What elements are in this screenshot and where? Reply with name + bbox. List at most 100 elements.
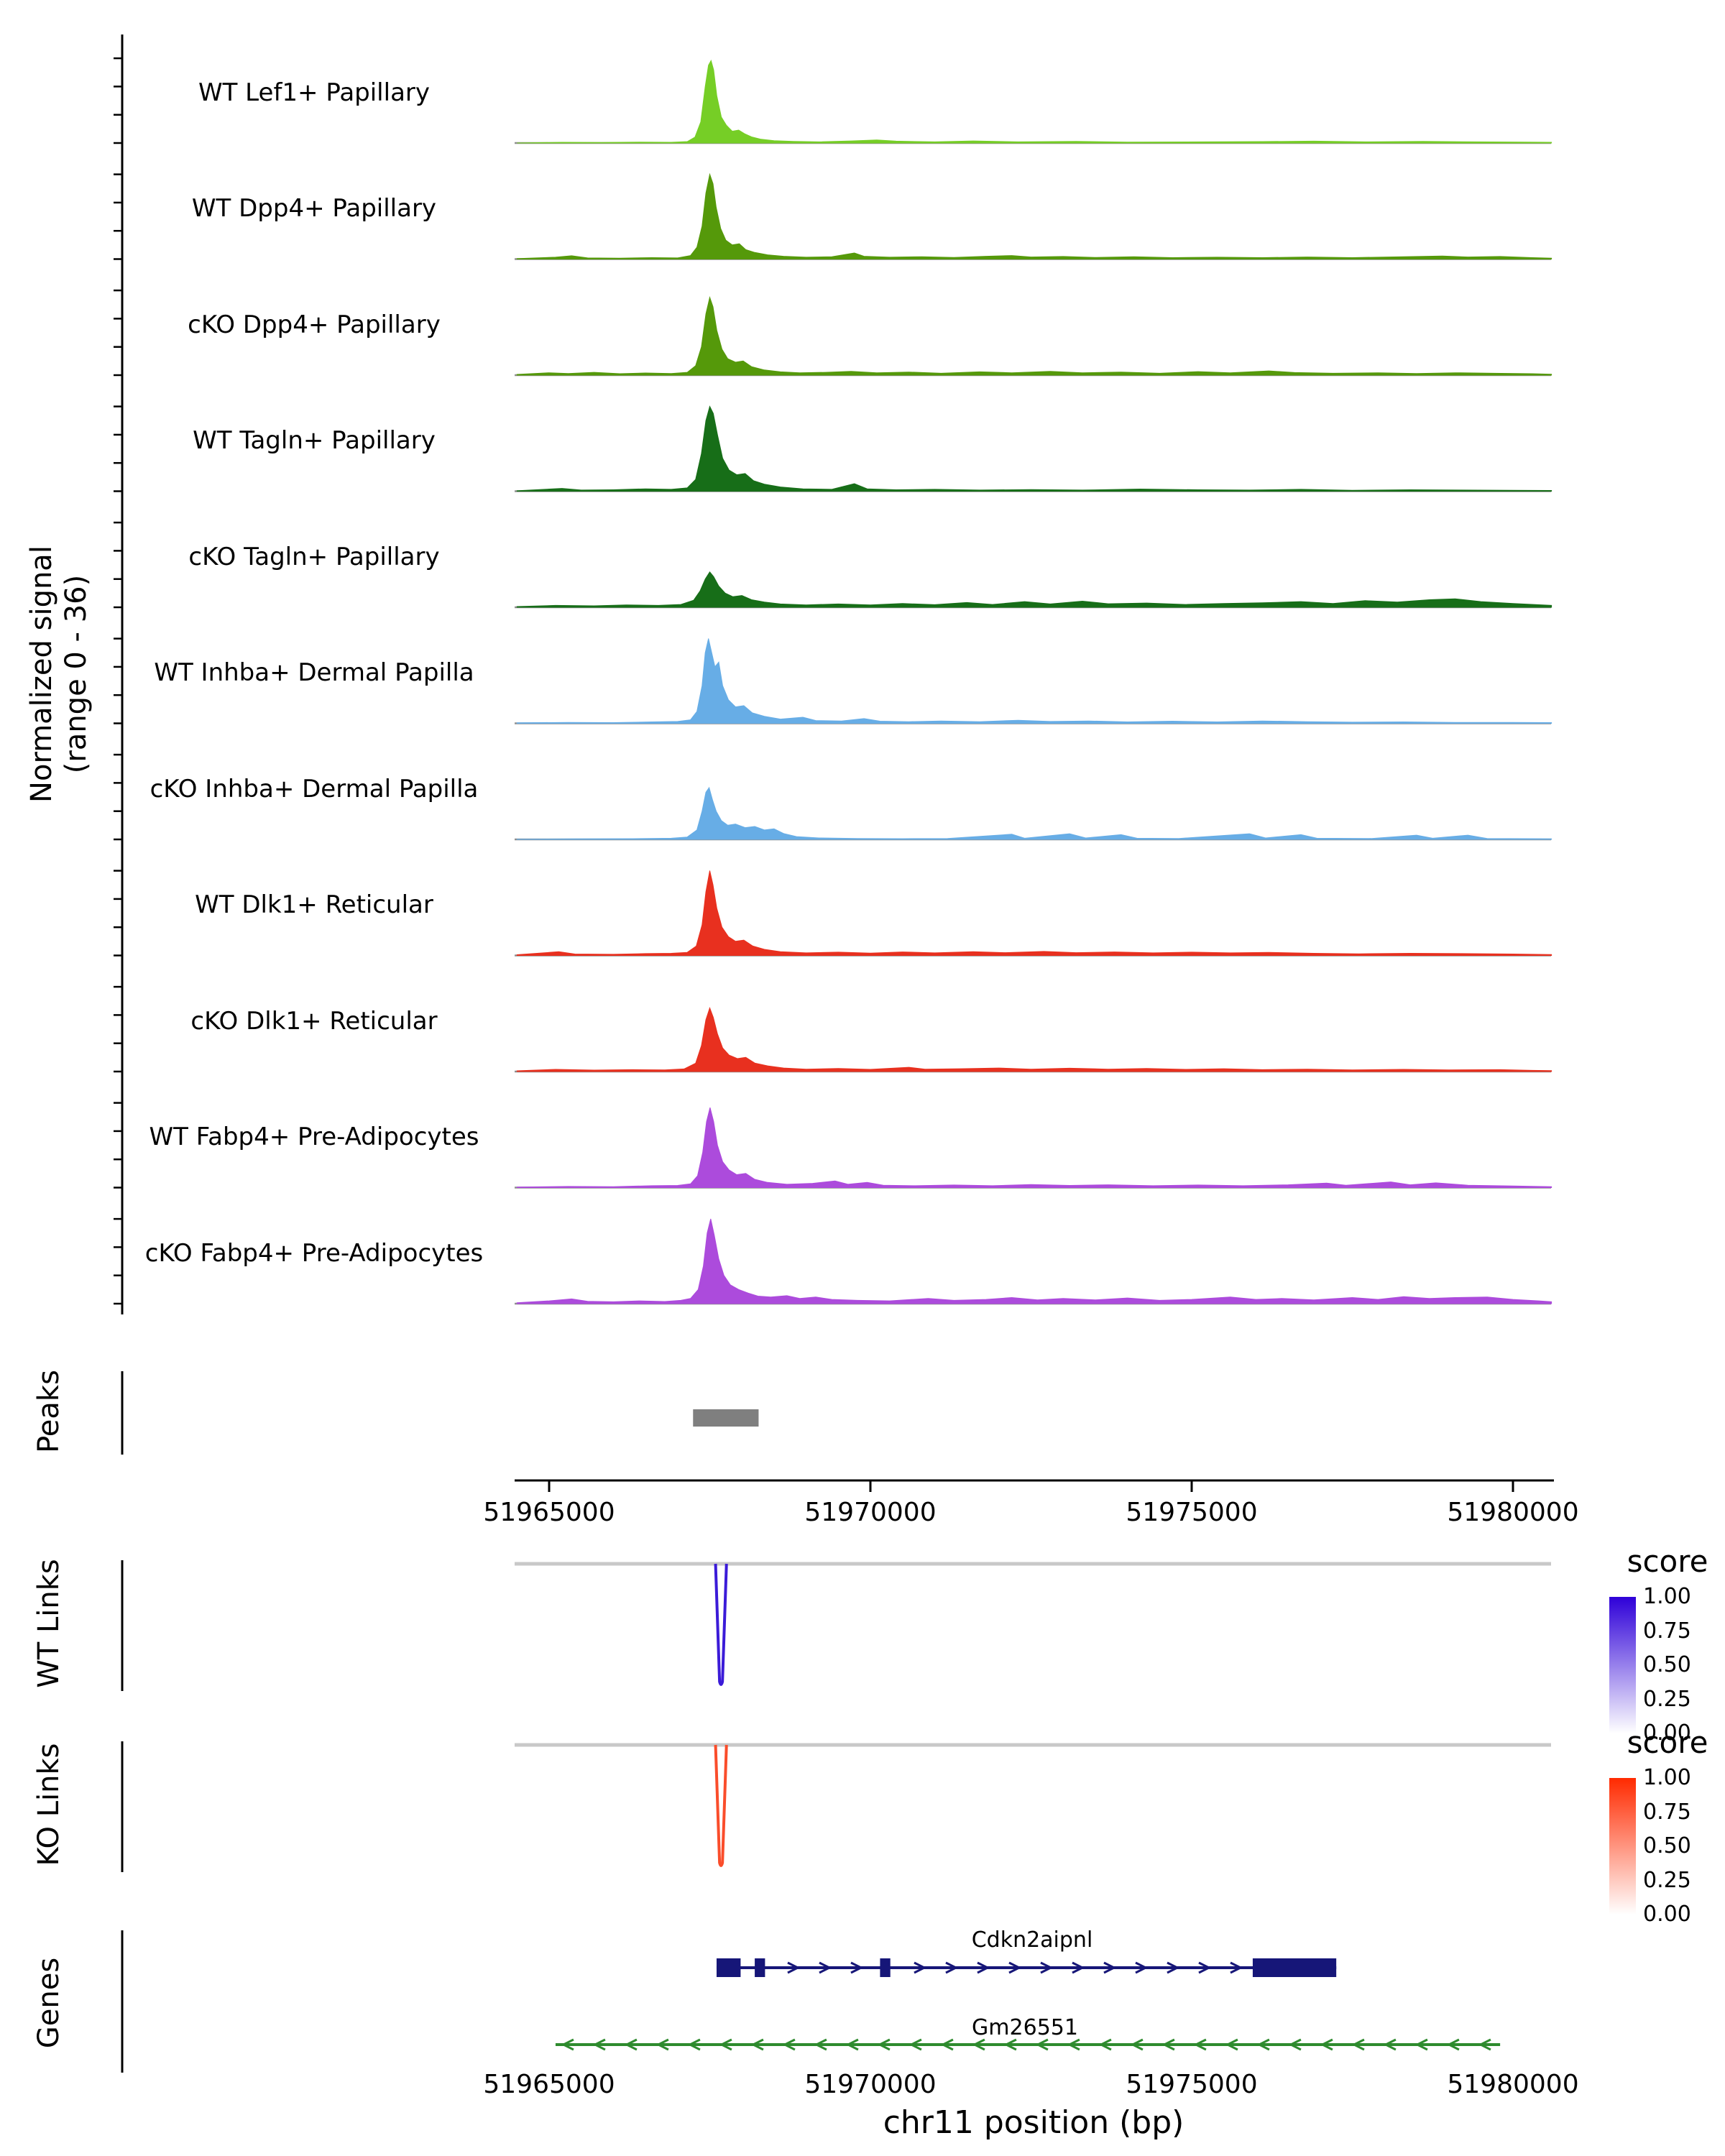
strand-arrow (1225, 2038, 1238, 2051)
wt-legend-tick: 0.75 (1643, 1618, 1691, 1644)
track-label-wt-fabp4: WT Fabp4+ Pre-Adipocytes (149, 1123, 479, 1151)
signal-area (516, 638, 1552, 724)
track-label-wt-tagln: WT Tagln+ Papillary (193, 426, 436, 455)
track-label-cko-fabp4: cKO Fabp4+ Pre-Adipocytes (144, 1239, 484, 1268)
strand-arrow (972, 2038, 985, 2051)
ko-legend-tick: 0.00 (1643, 1902, 1691, 1927)
ko-links-legend-title: score (1627, 1725, 1708, 1760)
strand-arrow (1162, 2038, 1175, 2051)
track-label-wt-inhba: WT Inhba+ Dermal Papilla (154, 658, 474, 687)
wt-links-legend-ticks: 1.00 0.75 0.50 0.25 0.00 (1643, 1585, 1691, 1746)
peak-bar (693, 1409, 759, 1427)
strand-arrow (908, 2038, 922, 2051)
wt-links-section-label: WT Links (32, 1559, 65, 1688)
strand-arrow (1414, 2038, 1428, 2051)
bottom-axis-tick-label: 51975000 (1126, 2070, 1257, 2099)
signal-area (516, 1006, 1552, 1072)
strand-arrow (1103, 1961, 1117, 1974)
genome-axis-tick-label: 51975000 (1126, 1498, 1257, 1527)
strand-arrow (1256, 2038, 1270, 2051)
gene-label-gm26551: Gm26551 (972, 2015, 1078, 2040)
strand-arrow (1320, 2038, 1333, 2051)
signal-area (516, 1107, 1552, 1188)
track-label-wt-dlk1: WT Dlk1+ Reticular (195, 890, 433, 919)
signal-area (516, 571, 1552, 608)
bottom-axis-tick-label: 51970000 (804, 2070, 936, 2099)
signal-area (516, 1218, 1552, 1304)
ko-links-legend-gradient (1609, 1778, 1636, 1915)
strand-arrow (1288, 2038, 1302, 2051)
strand-arrow (1167, 1961, 1180, 1974)
strand-arrow (850, 1961, 864, 1974)
wt-legend-tick: 0.50 (1643, 1652, 1691, 1677)
strand-arrow (1351, 2038, 1365, 2051)
gene-exon (716, 1958, 741, 1977)
wt-links-legend-title: score (1627, 1544, 1708, 1579)
strand-arrow (656, 2038, 669, 2051)
strand-arrow (787, 1961, 801, 1974)
strand-arrow (1040, 1961, 1054, 1974)
strand-arrow (814, 2038, 827, 2051)
strand-arrow (845, 2038, 859, 2051)
genome-axis-tick-label: 51980000 (1447, 1498, 1578, 1527)
gene-exon (1252, 1958, 1337, 1977)
ko-links-link-arc (714, 1744, 728, 1867)
strand-arrow (592, 2038, 606, 2051)
wt-legend-tick: 0.25 (1643, 1686, 1691, 1712)
track-label-wt-dpp4: WT Dpp4+ Papillary (191, 194, 437, 223)
gene-exon (880, 1958, 891, 1977)
bottom-axis-tick-label: 51980000 (1447, 2070, 1578, 2099)
strand-arrow (687, 2038, 701, 2051)
wt-legend-tick: 1.00 (1643, 1584, 1691, 1609)
wt-links-link-arc (714, 1563, 728, 1686)
strand-arrow (1198, 1961, 1212, 1974)
strand-arrow (1067, 2038, 1080, 2051)
signal-area (517, 59, 1552, 144)
bottom-axis-tick-label: 51965000 (483, 2070, 615, 2099)
strand-arrow (1383, 2038, 1397, 2051)
track-label-cko-inhba: cKO Inhba+ Dermal Papilla (150, 775, 479, 803)
signal-area (516, 786, 1552, 840)
signal-area (516, 172, 1552, 259)
strand-arrow (1193, 2038, 1207, 2051)
peaks-section-label: Peaks (32, 1370, 65, 1453)
signal-area (516, 405, 1552, 492)
strand-arrow (624, 2038, 638, 2051)
ko-legend-tick: 0.50 (1643, 1833, 1691, 1858)
strand-arrow (1003, 2038, 1017, 2051)
strand-arrow (940, 2038, 954, 2051)
genome-axis-tick-label: 51965000 (483, 1498, 615, 1527)
strand-arrow (750, 2038, 764, 2051)
signal-area (516, 870, 1552, 956)
strand-arrow (945, 1961, 959, 1974)
gene-exon (755, 1958, 765, 1977)
track-label-cko-dlk1: cKO Dlk1+ Reticular (190, 1007, 438, 1036)
ko-legend-tick: 0.75 (1643, 1799, 1691, 1825)
strand-arrow (1008, 1961, 1022, 1974)
strand-arrow (1035, 2038, 1049, 2051)
strand-arrow (819, 1961, 832, 1974)
track-label-cko-dpp4: cKO Dpp4+ Papillary (188, 310, 441, 339)
genome-axis-tick-label: 51970000 (804, 1498, 936, 1527)
strand-arrow (977, 1961, 990, 1974)
ko-legend-tick: 0.25 (1643, 1867, 1691, 1893)
strand-arrow (1478, 2038, 1491, 2051)
ko-links-section-label: KO Links (32, 1743, 65, 1866)
wt-legend-tick: 0.00 (1643, 1720, 1691, 1746)
strand-arrow (877, 2038, 891, 2051)
wt-links-legend-gradient (1609, 1597, 1636, 1733)
track-label-cko-tagln: cKO Tagln+ Papillary (188, 543, 440, 571)
signal-area (516, 295, 1552, 376)
track-label-wt-lef1: WT Lef1+ Papillary (198, 78, 431, 107)
strand-arrow (914, 1961, 927, 1974)
ko-legend-tick: 1.00 (1643, 1765, 1691, 1790)
strand-arrow (1135, 1961, 1149, 1974)
genes-section-label: Genes (32, 1957, 65, 2049)
strand-arrow (782, 2038, 796, 2051)
ko-links-legend-ticks: 1.00 0.75 0.50 0.25 0.00 (1643, 1766, 1691, 1927)
y-axis-label-line1: Normalized signal (25, 545, 58, 803)
strand-arrow (1446, 2038, 1460, 2051)
strand-arrow (719, 2038, 732, 2051)
